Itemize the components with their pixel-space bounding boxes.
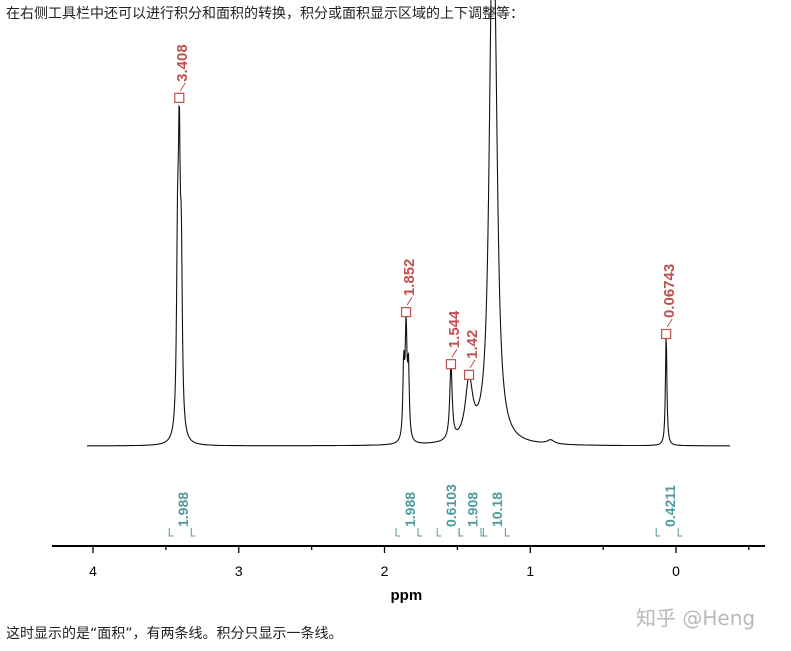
- integral-bracket-right: [190, 528, 196, 537]
- peak-label-3: 1.42: [463, 330, 481, 380]
- integral-label-4: 10.18: [482, 492, 510, 537]
- peak-leader-line: [179, 82, 186, 92]
- integral-label-3: 1.908: [458, 492, 486, 537]
- integral-label-0: 1.988: [168, 492, 196, 537]
- integral-value-label: 1.988: [175, 492, 191, 527]
- spectrum-line: [87, 0, 730, 447]
- peak-leader-line: [469, 359, 476, 369]
- integral-label-1: 1.988: [395, 492, 423, 537]
- integral-labels-group: 1.988 1.988 0.6103 1.908 10.18 0.4211: [168, 484, 683, 537]
- spectrum-trace-group: [87, 0, 730, 447]
- integral-bracket-left: [482, 528, 488, 537]
- peak-marker: [400, 307, 412, 318]
- integral-bracket-right: [504, 528, 510, 537]
- integral-bracket-left: [168, 528, 174, 537]
- integral-bracket-right: [417, 528, 423, 537]
- integral-value-label: 10.18: [489, 492, 505, 527]
- x-tick-label: 2: [381, 563, 389, 579]
- peak-marker: [661, 328, 672, 340]
- peak-value-label: 1.852: [401, 259, 418, 297]
- integral-bracket-left: [395, 528, 401, 537]
- integral-bracket-right: [458, 528, 464, 537]
- x-tick-label: 3: [235, 563, 243, 579]
- peak-marker: [463, 369, 475, 380]
- peak-value-label: 1.544: [446, 310, 463, 348]
- peak-label-1: 1.852: [400, 259, 418, 318]
- x-axis-title: ppm: [391, 587, 423, 604]
- peak-value-label: 3.408: [174, 44, 191, 82]
- integral-value-label: 0.4211: [662, 485, 678, 527]
- integral-bracket-left: [458, 528, 464, 537]
- peak-value-label: 1.42: [464, 330, 481, 359]
- x-axis: 4 3 2 1 0 ppm: [52, 545, 765, 604]
- x-tick-label: 1: [526, 563, 534, 579]
- peak-leader-line: [406, 296, 413, 306]
- peak-label-5: 0.06743: [661, 264, 678, 340]
- peak-label-2: 1.544: [445, 310, 463, 370]
- caption-top: 在右侧工具栏中还可以进行积分和面积的转换，积分或面积显示区域的上下调整等：: [6, 6, 524, 22]
- integral-value-label: 0.6103: [443, 484, 459, 527]
- integral-value-label: 1.988: [402, 492, 418, 527]
- peak-label-0: 3.408: [174, 44, 191, 103]
- x-tick-label: 4: [89, 563, 97, 579]
- peak-leader-line: [451, 348, 458, 358]
- peak-leader-line: [666, 318, 673, 328]
- peak-marker: [445, 359, 457, 370]
- peak-marker: [174, 92, 185, 103]
- peak-value-label: 0.06743: [661, 264, 678, 318]
- integral-bracket-left: [655, 528, 661, 537]
- integral-bracket-left: [436, 528, 442, 537]
- integral-bracket-right: [677, 528, 683, 537]
- watermark: 知乎 @Heng: [636, 606, 756, 630]
- integral-value-label: 1.908: [465, 492, 481, 527]
- x-tick-label: 0: [672, 563, 680, 579]
- caption-bottom: 这时显示的是“面积”，有两条线。积分只显示一条线。: [6, 626, 343, 642]
- integral-label-5: 0.4211: [655, 485, 683, 537]
